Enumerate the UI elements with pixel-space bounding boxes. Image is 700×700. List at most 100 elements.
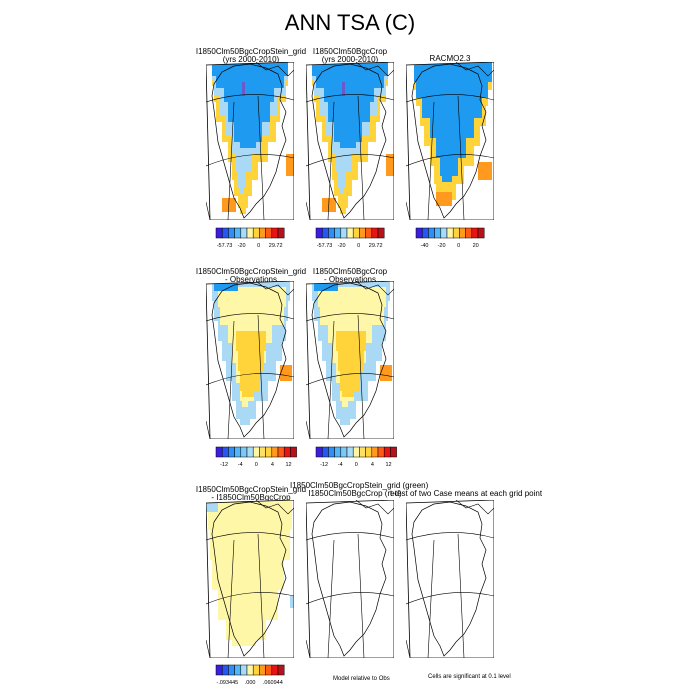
map-panel-4 [206, 281, 294, 439]
colorbar-5-swatch [377, 446, 385, 458]
map-5-parallel [306, 373, 394, 386]
map-panel-3 [406, 62, 494, 220]
map-3-svg [406, 62, 494, 220]
map-3-fill [414, 62, 492, 206]
colorbar-3-svg: -40 -20 0 20 [415, 227, 485, 249]
colorbar-1-tick-label: -20 [238, 243, 246, 249]
colorbar-3-swatch [428, 227, 435, 239]
colorbar-3-tick-label: 0 [457, 243, 460, 249]
map-8-meridian [427, 539, 435, 658]
colorbar-4-tick-label: 4 [271, 462, 274, 468]
map-3-graticule [406, 94, 494, 220]
colorbar-5-swatch [352, 446, 360, 458]
map-4-meridian [227, 320, 235, 439]
map-2-meridian [306, 201, 311, 220]
map-1-hot-coast [286, 154, 294, 176]
colorbar-6-swatch [259, 664, 266, 676]
panel-7-title: I1850Clm50BgcCropStein_grid (green) I185… [290, 481, 429, 498]
panel-7-title-line1: I1850Clm50BgcCropStein_grid (green) [290, 481, 429, 490]
colorbar-2-swatch [371, 227, 379, 239]
colorbar-4-swatch [277, 446, 285, 458]
map-3-coastline [411, 63, 487, 219]
colorbar-2-swatch [340, 227, 348, 239]
colorbar-5-swatch [315, 446, 323, 458]
colorbar-3-swatch [421, 227, 429, 239]
colorbar-4-swatch [283, 446, 291, 458]
map-2-parallel [306, 154, 394, 167]
panel-8-title: t-test of two Case means at each grid po… [390, 490, 542, 498]
colorbar-3-swatch [465, 227, 473, 239]
colorbar-1-swatch [259, 227, 266, 239]
map-7-parallel [306, 532, 394, 541]
map-6-cool-coast [290, 596, 294, 608]
map-8-island-coast [455, 500, 494, 515]
map-1-meridian [257, 95, 265, 220]
colorbar-6-swatch [271, 664, 279, 676]
map-5-hot-coast [380, 365, 392, 381]
colorbar-5-tick-label: 4 [371, 462, 374, 468]
colorbar-4-swatch [252, 446, 260, 458]
colorbar-5-swatch [321, 446, 329, 458]
panel-6-title: I1850Clm50BgcCropStein_grid - I1850Clm50… [186, 486, 316, 502]
map-2-summit-cell [342, 82, 345, 96]
map-3-island-coast [455, 62, 494, 77]
map-5-graticule [306, 313, 394, 439]
map-4-frame [206, 281, 294, 439]
map-5-island-coast [355, 281, 394, 296]
map-5-coastline [311, 282, 387, 438]
colorbar-1-swatch [246, 227, 254, 239]
colorbar-4-swatch [265, 446, 273, 458]
colorbar-4-swatch [240, 446, 248, 458]
map-2-coastline [311, 63, 387, 219]
map-7-coastline [311, 501, 387, 657]
map-7-parallel [306, 592, 394, 605]
map-panel-8 [406, 500, 494, 658]
colorbar-2-tick-label: 29.72 [369, 243, 383, 249]
map-2-svg [306, 62, 394, 220]
colorbar-5: -12 -4 0 4 12 [315, 446, 398, 471]
colorbar-4-swatch [234, 446, 242, 458]
panel-1-title-line1: I1850Clm50BgcCropStein_grid [195, 47, 307, 56]
map-6-neutral-region [208, 500, 292, 646]
map-7-meridian [306, 639, 311, 658]
panel-4-title: I1850Clm50BgcCropStein_grid - Observatio… [186, 268, 316, 284]
map-8-parallel [406, 592, 494, 605]
colorbar-3-swatch [471, 227, 479, 239]
colorbar-5-tick-label: 12 [385, 462, 391, 468]
colorbar-3-swatch [459, 227, 466, 239]
colorbar-2-tick-label: -20 [338, 243, 346, 249]
panel-7-title-line2: I1850Clm50BgcCrop (red) [308, 489, 402, 498]
colorbar-5-swatch [365, 446, 373, 458]
colorbar-5-swatch [334, 446, 342, 458]
panel-6-title-line1: I1850Clm50BgcCropStein_grid [195, 485, 307, 494]
map-4-hot-coast [280, 365, 292, 381]
colorbar-3-tick-label: 20 [473, 243, 479, 249]
map-3-meridian [427, 101, 435, 220]
colorbar-5-swatch [383, 446, 391, 458]
map-6-parallel [206, 532, 294, 541]
map-1-graticule [206, 94, 294, 220]
figure-title: ANN TSA (C) [284, 10, 416, 35]
map-panel-1 [206, 62, 294, 220]
map-4-svg [206, 281, 294, 439]
colorbar-1-tick-label: -57.73 [217, 243, 233, 249]
map-1-frame [206, 62, 294, 220]
map-5-meridian [306, 420, 311, 439]
map-2-parallel [306, 94, 394, 103]
map-3-hot-south [436, 192, 452, 206]
panel-4-title-line2: - Observations [224, 275, 278, 284]
map-1-meridian [206, 201, 211, 220]
map-6-coastline [211, 501, 287, 657]
map-6-meridian [206, 639, 211, 658]
map-4-coastline [211, 282, 287, 438]
map-3-parallel [406, 154, 494, 167]
map-4-fill [212, 281, 292, 425]
map-8-coastline [411, 501, 487, 657]
colorbar-1-swatch [277, 227, 285, 239]
colorbar-5-tick-label: -12 [320, 462, 328, 468]
colorbar-2-swatch [334, 227, 342, 239]
colorbar-5-swatch [346, 446, 354, 458]
colorbar-4-swatch [259, 446, 266, 458]
colorbar-2-swatch [365, 227, 373, 239]
map-5-svg [306, 281, 394, 439]
